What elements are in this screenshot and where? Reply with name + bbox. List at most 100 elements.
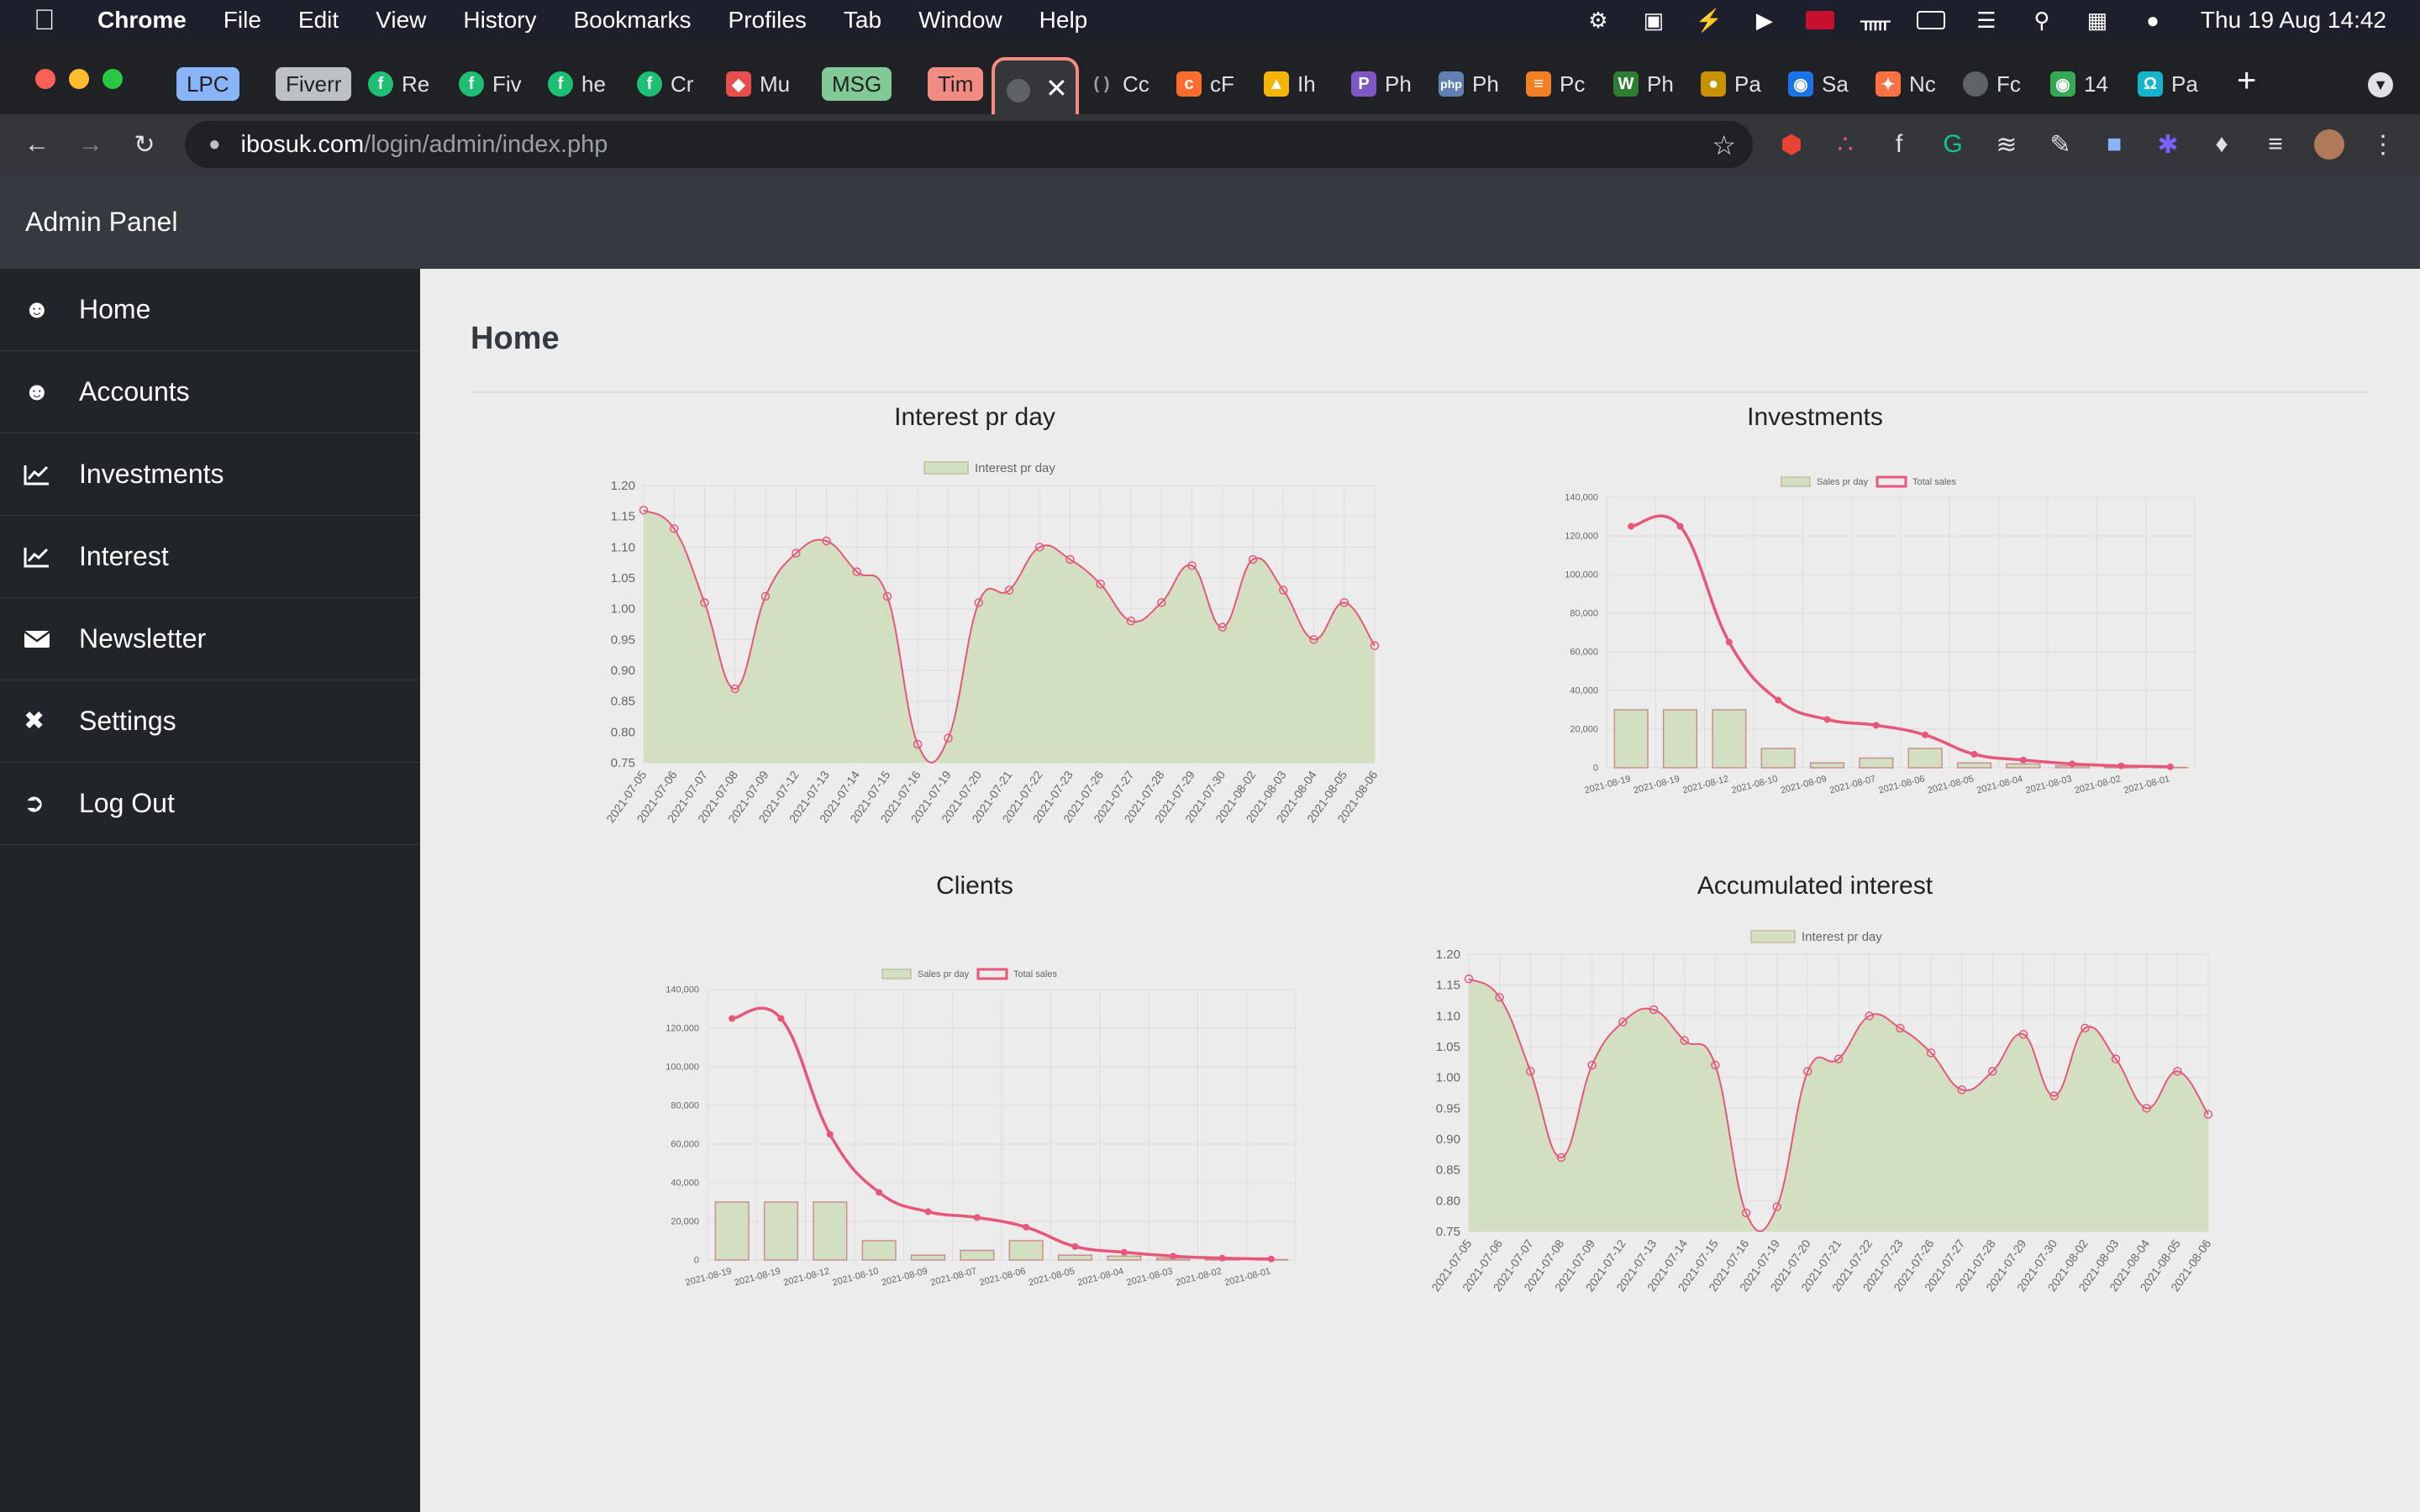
sidebar: ☻ Home ☻ Accounts Investments Interest New… [0,269,420,1512]
apple-icon[interactable]:  [34,4,64,37]
menu-help[interactable]: Help [1039,7,1088,33]
chart-title: Interest pr day [894,403,1055,431]
reload-icon[interactable]: ↻ [134,130,155,159]
data-point [2081,1023,2090,1033]
close-tab-icon[interactable]: ✕ [1045,73,1068,103]
brand-title[interactable]: Admin Panel [25,207,178,237]
browser-tab[interactable]: php Ph [1439,57,1499,111]
status-app-icon[interactable]: ▣ [1643,7,1665,33]
browser-tab[interactable]: Fc [1963,57,2021,111]
sidebar-item-investments[interactable]: Investments [0,433,420,516]
browser-tab[interactable]: f he [548,57,606,111]
menu-edit[interactable]: Edit [297,7,339,33]
data-point [700,598,709,607]
browser-tab[interactable]: f Fiv [459,57,522,111]
data-point [1649,1005,1659,1015]
tab-group-tim[interactable]: Tim [928,67,984,101]
menu-bookmarks[interactable]: Bookmarks [573,7,692,33]
zoom-window-button[interactable] [103,69,123,89]
new-tab-plus-icon[interactable]: + [2237,62,2257,99]
asana-extension-icon[interactable]: ∴ [1837,130,1854,159]
menu-view[interactable]: View [376,7,427,33]
browser-tab[interactable]: ◉ 14 [2050,57,2108,111]
adblock-extension-icon[interactable]: ⬢ [1780,130,1803,159]
browser-tab[interactable]: P Ph [1351,57,1412,111]
sidebar-item-accounts[interactable]: ☻ Accounts [0,351,420,433]
browser-tab[interactable]: ● Pa [1701,57,1761,111]
browser-tab[interactable]: c cF [1176,57,1234,111]
facebook-extension-icon[interactable]: f [1895,130,1903,158]
sidebar-item-newsletter[interactable]: Newsletter [0,598,420,680]
data-point [2018,1030,2028,1039]
grammarly-extension-icon[interactable]: G [1943,130,1963,158]
macos-menu-bar:  Chrome File Edit View History Bookmark… [0,0,2420,40]
menu-window[interactable]: Window [918,7,1002,33]
browser-tab[interactable]: W Ph [1613,57,1674,111]
y-tick-label: 80,000 [1570,609,1598,619]
bluetooth-icon[interactable]: ᚅ [1860,7,1891,33]
menu-clock[interactable]: Thu 19 Aug 14:42 [2200,7,2386,33]
profile-avatar[interactable] [2314,129,2344,160]
rss-extension-icon[interactable]: ≋ [1996,130,2018,159]
data-point [1071,1242,1079,1250]
y-tick-label: 1.00 [611,602,635,617]
menu-app-name[interactable]: Chrome [97,7,187,33]
data-point [1035,543,1044,552]
back-arrow-icon[interactable]: ← [24,130,50,158]
legend-swatch [976,968,1008,980]
address-bar[interactable]: ● ibosuk.com/login/admin/index.php ☆ [185,121,1753,168]
tab-group-msg[interactable]: MSG [822,67,892,101]
sparkle-extension-icon[interactable]: ✱ [2157,130,2179,159]
browser-tab[interactable]: f Cr [637,57,693,111]
more-menu-icon[interactable]: ⋮ [2370,130,2396,159]
menu-history[interactable]: History [463,7,537,33]
flag-icon[interactable] [1805,8,1834,33]
forward-arrow-icon[interactable]: → [78,130,103,158]
sidebar-item-interest[interactable]: Interest [0,516,420,598]
sidebar-item-home[interactable]: ☻ Home [0,269,420,351]
reading-list-icon[interactable]: ≡ [2268,130,2283,158]
browser-tab[interactable]: ◉ Sa [1788,57,1849,111]
sidebar-item-log-out[interactable]: ➲ Log Out [0,763,420,845]
pen-extension-icon[interactable]: ✎ [2049,130,2071,159]
browser-tab[interactable]: f Re [368,57,429,111]
menu-tab[interactable]: Tab [843,7,882,33]
tab-group-fiverr[interactable]: Fiverr [276,67,352,101]
browser-tab[interactable]: ▲ Ih [1264,57,1316,111]
tab-group-lpc[interactable]: LPC [176,67,239,101]
data-point [882,591,892,601]
tab-title: Pc [1560,71,1586,97]
browser-tab[interactable]: ◆ Mu [726,57,790,111]
browser-tab[interactable]: Ω Pa [2138,57,2198,111]
bookmark-star-icon[interactable]: ☆ [1712,130,1736,160]
site-favicon-icon: Ω [2138,71,2163,97]
bolt-icon[interactable]: ⚡ [1695,7,1723,33]
docs-extension-icon[interactable]: ■ [2106,130,2123,158]
tab-title: Cr [671,71,694,97]
sidebar-item-settings[interactable]: ✖ Settings [0,680,420,763]
sidebar-item-label: Home [79,294,151,324]
browser-tab[interactable]: ( ) Cc [1089,57,1150,111]
siri-icon[interactable]: ● [2146,7,2160,33]
close-window-button[interactable] [35,69,55,89]
battery-icon[interactable] [1916,8,1945,33]
play-circle-icon[interactable]: ▶ [1755,7,1773,33]
browser-tab[interactable]: ✦ Nc [1876,57,1936,111]
menu-profiles[interactable]: Profiles [728,7,807,33]
y-tick-label: 40,000 [1570,686,1598,696]
control-center-icon[interactable]: ▦ [2086,7,2108,33]
site-favicon-icon: W [1613,71,1639,97]
tab-search-chevron-icon[interactable]: ▼ [2368,72,2393,97]
spotlight-search-icon[interactable]: ⚲ [2033,7,2050,33]
bar [1712,709,1747,769]
data-point [1896,1023,1905,1033]
bar [1008,1240,1044,1261]
browser-tab[interactable]: ≡ Pc [1526,57,1585,111]
wifi-icon[interactable]: ☰ [1976,7,1996,33]
minimize-window-button[interactable] [69,69,89,89]
extensions-puzzle-icon[interactable]: ♦ [2215,130,2228,158]
chart-line-icon [24,464,66,486]
status-app-icon[interactable]: ⚙ [1588,7,1608,33]
menu-file[interactable]: File [223,7,261,33]
users-icon: ☻ [24,295,50,323]
